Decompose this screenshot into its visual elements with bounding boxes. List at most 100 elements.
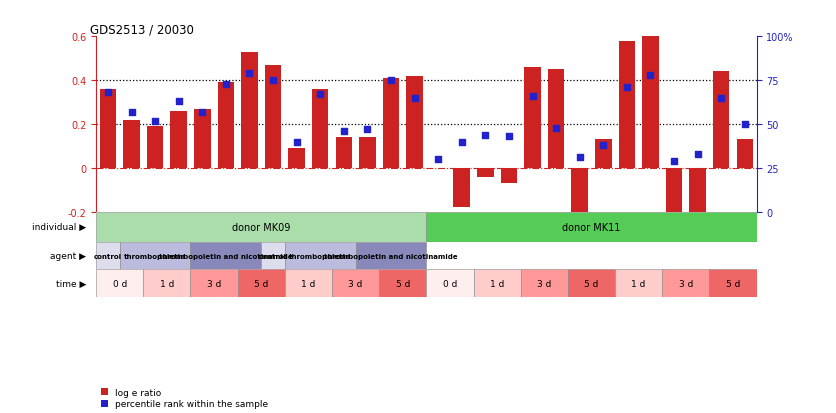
Point: [408, 95, 421, 102]
Point: [431, 157, 445, 163]
Bar: [237, 270, 285, 297]
Bar: [332, 270, 380, 297]
Text: time ▶: time ▶: [56, 279, 86, 288]
Text: 0 d: 0 d: [443, 279, 457, 288]
Point: [479, 132, 492, 138]
Bar: [99, 90, 116, 169]
Point: [691, 151, 704, 158]
Text: 3 d: 3 d: [349, 279, 363, 288]
Bar: [191, 242, 261, 270]
Text: 5 d: 5 d: [726, 279, 740, 288]
Bar: [335, 138, 352, 169]
Point: [290, 139, 303, 145]
Point: [526, 93, 539, 100]
Point: [644, 72, 657, 79]
Bar: [619, 42, 635, 169]
Bar: [96, 242, 120, 270]
Bar: [383, 79, 400, 169]
Text: 5 d: 5 d: [584, 279, 599, 288]
Text: individual ▶: individual ▶: [32, 223, 86, 232]
Bar: [548, 70, 564, 169]
Text: donor MK09: donor MK09: [232, 222, 290, 232]
Text: thrombopoietin and nicotinamide: thrombopoietin and nicotinamide: [159, 253, 293, 259]
Bar: [572, 169, 588, 214]
Text: 3 d: 3 d: [679, 279, 693, 288]
Bar: [120, 242, 191, 270]
Text: thrombopoietin: thrombopoietin: [124, 253, 186, 259]
Bar: [453, 169, 470, 208]
Bar: [710, 270, 757, 297]
Point: [715, 95, 728, 102]
Point: [101, 90, 115, 97]
Bar: [380, 270, 426, 297]
Bar: [501, 169, 517, 184]
Point: [597, 142, 610, 149]
Legend: log e ratio, percentile rank within the sample: log e ratio, percentile rank within the …: [100, 388, 268, 408]
Point: [149, 118, 162, 125]
Point: [242, 71, 256, 77]
Text: 1 d: 1 d: [490, 279, 504, 288]
Text: thrombopoietin: thrombopoietin: [289, 253, 351, 259]
Bar: [690, 169, 706, 212]
Text: 1 d: 1 d: [631, 279, 646, 288]
Point: [125, 109, 138, 116]
Bar: [737, 140, 753, 169]
Point: [549, 125, 563, 131]
Point: [219, 81, 232, 88]
Bar: [524, 68, 541, 169]
Point: [172, 99, 186, 105]
Point: [196, 109, 209, 116]
Text: 5 d: 5 d: [254, 279, 268, 288]
Bar: [96, 212, 426, 242]
Bar: [171, 112, 187, 169]
Bar: [265, 66, 281, 169]
Bar: [406, 76, 423, 169]
Text: GDS2513 / 20030: GDS2513 / 20030: [89, 23, 193, 36]
Point: [337, 128, 350, 135]
Bar: [477, 169, 493, 177]
Bar: [147, 127, 163, 169]
Bar: [568, 270, 615, 297]
Bar: [521, 270, 568, 297]
Point: [314, 92, 327, 98]
Bar: [595, 140, 611, 169]
Bar: [713, 72, 730, 169]
Text: agent ▶: agent ▶: [50, 252, 86, 261]
Text: 0 d: 0 d: [113, 279, 127, 288]
Point: [267, 78, 280, 84]
Point: [667, 158, 681, 165]
Bar: [217, 83, 234, 169]
Bar: [615, 270, 662, 297]
Bar: [355, 242, 426, 270]
Text: 5 d: 5 d: [395, 279, 410, 288]
Text: 1 d: 1 d: [160, 279, 174, 288]
Bar: [123, 120, 140, 169]
Bar: [285, 270, 332, 297]
Text: 3 d: 3 d: [537, 279, 552, 288]
Bar: [96, 270, 143, 297]
Point: [502, 134, 516, 140]
Text: control: control: [94, 253, 122, 259]
Bar: [312, 90, 329, 169]
Bar: [194, 109, 211, 169]
Bar: [426, 212, 757, 242]
Bar: [426, 270, 473, 297]
Bar: [662, 270, 710, 297]
Bar: [642, 28, 659, 169]
Bar: [665, 169, 682, 214]
Point: [455, 139, 468, 145]
Bar: [143, 270, 191, 297]
Bar: [359, 138, 375, 169]
Point: [573, 155, 586, 161]
Point: [738, 121, 752, 128]
Bar: [191, 270, 237, 297]
Bar: [242, 52, 257, 169]
Bar: [473, 270, 521, 297]
Text: 3 d: 3 d: [206, 279, 222, 288]
Text: control: control: [259, 253, 287, 259]
Bar: [285, 242, 355, 270]
Text: 1 d: 1 d: [301, 279, 316, 288]
Bar: [261, 242, 285, 270]
Bar: [288, 149, 305, 169]
Text: donor MK11: donor MK11: [563, 222, 620, 232]
